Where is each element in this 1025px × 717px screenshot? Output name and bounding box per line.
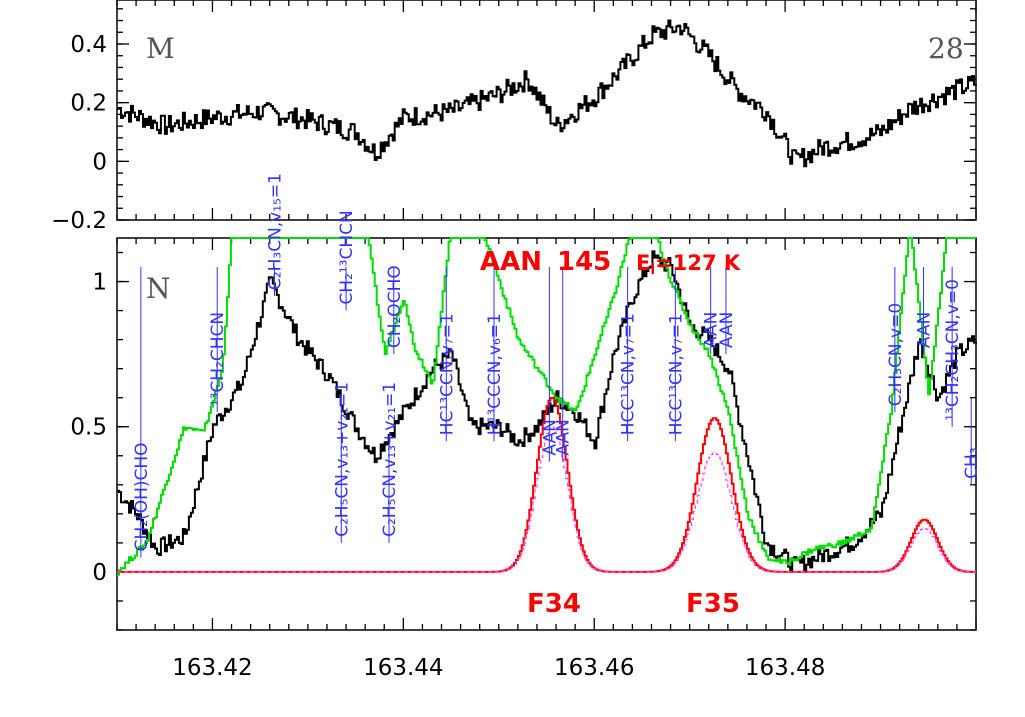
panel-n-series	[117, 237, 977, 576]
panel-m-y-axis: 0.4 0.2 0 −0.2	[51, 8, 976, 234]
line-marker-label: CH₂OCHO	[385, 265, 405, 348]
panel-m-tag: M	[146, 32, 175, 65]
panel-n-line-markers: CH₂(OH)CHO ¹³CH₂CHCN C₂H₃CN,v₁₅=1 C₂H₅CN,v₁…	[132, 173, 982, 558]
y-tick-label: 1	[92, 270, 107, 296]
energy-value: =127 K	[655, 251, 741, 275]
line-marker-label: AAN	[540, 419, 560, 455]
x-tick-label: 163.42	[172, 655, 252, 681]
panel-n-frame	[116, 237, 977, 631]
panel-m: 0.4 0.2 0 −0.2 M 28	[51, 0, 977, 234]
line-marker-label: C₂H₃CN,v=0	[886, 303, 906, 406]
panel-m-number: 28	[928, 32, 964, 65]
line-marker-label: CH₃	[962, 447, 982, 478]
line-marker-label: C₂H₃CN,v₁₅=1	[265, 173, 285, 290]
y-tick-label: 0	[92, 560, 107, 586]
panel-m-frame	[116, 0, 977, 221]
line-marker-label: CH₂(OH)CHO	[132, 442, 152, 551]
line-marker-label: AAN	[717, 312, 737, 348]
line-marker-label: ¹³CH₂CH₃CN,v=0	[943, 279, 963, 421]
line-marker-label: AAN	[702, 312, 722, 348]
series-line	[117, 19, 977, 168]
line-marker-label: HC¹³CCN,v₇=1	[437, 313, 457, 435]
line-marker-label: HCC¹³CN,v₇=1	[666, 313, 686, 435]
line-marker-label: C₂H₅CN,v₁₃+v₂₁=1	[380, 382, 400, 537]
line-marker-label: ¹³CH₂CHCN	[208, 312, 228, 406]
x-tick-label: 163.44	[363, 655, 443, 681]
panel-m-series	[117, 19, 977, 168]
panel-n-x-axis: 163.42 163.44 163.46 163.48	[116, 238, 977, 681]
line-marker-label: H¹³CCCN,v₆=1	[485, 313, 505, 435]
line-marker-label: AAN	[554, 419, 574, 455]
line-marker-label: HCC¹³CN,v₇=1	[619, 313, 639, 435]
series-line	[117, 426, 976, 573]
panel-n: 10.50 163.42 163.44 163.46 163.48 N CH₂(OH)…	[70, 173, 982, 681]
energy-subscript: l	[650, 262, 655, 278]
line-marker-label: CH₂¹³CHCN	[337, 210, 357, 304]
y-tick-label: 0.4	[70, 32, 107, 58]
line-label-f34: F34	[527, 589, 581, 619]
y-tick-label: 0.5	[70, 415, 107, 441]
line-marker-label: C₂H₅CN,v₁₃+v₂₁=1	[332, 382, 352, 537]
x-tick-label: 163.46	[554, 655, 634, 681]
x-tick-label: 163.48	[745, 655, 825, 681]
line-label-f35: F35	[686, 589, 740, 619]
panel-m-x-ticks	[116, 0, 977, 220]
energy-label: El=127 K	[636, 251, 741, 278]
species-label: AAN	[480, 247, 542, 277]
series-line	[117, 237, 976, 576]
transitions-label: 145	[557, 247, 611, 277]
y-tick-label: 0.2	[70, 91, 107, 117]
panel-n-y-axis: 10.50	[70, 251, 976, 631]
panel-n-tag: N	[146, 272, 171, 305]
y-tick-label: −0.2	[51, 208, 107, 234]
line-marker-label: AAN	[915, 312, 935, 348]
energy-symbol: E	[636, 251, 650, 275]
y-tick-label: 0	[92, 149, 107, 175]
